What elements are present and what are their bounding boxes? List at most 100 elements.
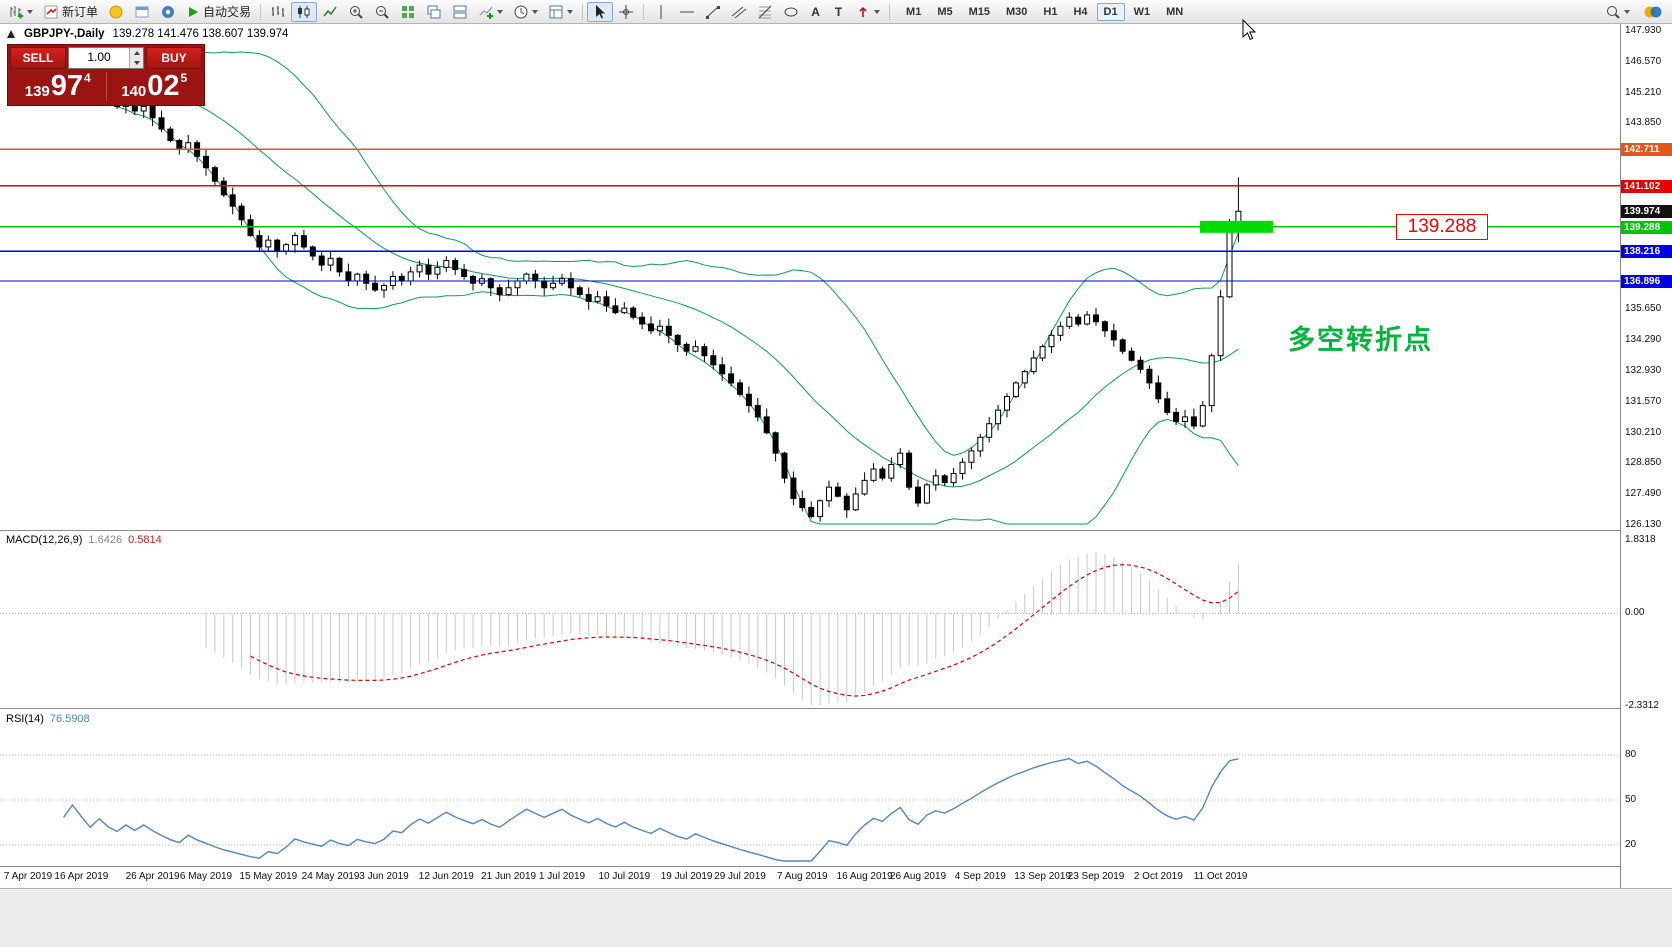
cursor-tool-button[interactable]: [587, 1, 614, 22]
line-chart-button[interactable]: [317, 2, 343, 22]
periods-button[interactable]: [508, 2, 543, 22]
chevron-down-icon: [874, 9, 881, 14]
chart-ohlc-label: 139.278 141.476 138.607 139.974: [112, 28, 289, 40]
profile-button[interactable]: [129, 2, 155, 22]
trendline-tool-button[interactable]: [700, 2, 726, 22]
timeframe-h4-button[interactable]: H4: [1073, 5, 1088, 18]
search-icon: [1607, 5, 1620, 19]
new-order-button[interactable]: 新订单: [38, 2, 103, 22]
price-axis-tick: -2.3312: [1625, 700, 1659, 711]
panel-separator[interactable]: [0, 530, 1672, 531]
timeframe-toolbar: M1 M5 M15 M30 H1 H4 D1 W1 MN: [898, 2, 1191, 21]
search-button[interactable]: [1600, 2, 1635, 22]
templates-button[interactable]: [543, 2, 578, 22]
window-footer: [0, 888, 1672, 947]
metaquotes-logo-icon: [1644, 6, 1662, 17]
bar-chart-button[interactable]: [265, 2, 291, 22]
market-icon: [109, 5, 123, 18]
chart-symbol-label: GBPJPY-,Daily: [24, 28, 105, 40]
date-axis-tick: 26 Apr 2019: [125, 871, 180, 882]
fibonacci-tool-button[interactable]: [752, 2, 778, 22]
price-axis-tick: 132.930: [1625, 364, 1662, 376]
macd-panel[interactable]: [0, 531, 1620, 708]
market-button[interactable]: [103, 2, 129, 22]
arrows-tool-button[interactable]: [850, 2, 885, 22]
tile-windows-icon: [402, 5, 415, 18]
price-divider: [105, 72, 107, 101]
buy-button[interactable]: BUY: [146, 47, 202, 69]
price-axis-tick: 126.130: [1625, 519, 1662, 530]
volume-value[interactable]: 1.00: [87, 50, 111, 64]
horizontal-line-tool-button[interactable]: [674, 2, 700, 22]
new-order-label: 新订单: [62, 5, 99, 19]
date-axis-tick: 24 May 2019: [301, 871, 360, 882]
zoom-in-button[interactable]: [343, 2, 369, 22]
price-level-tag[interactable]: 141.102: [1621, 179, 1672, 193]
timeframe-mn-button[interactable]: MN: [1166, 5, 1184, 18]
mouse-cursor: [1242, 18, 1257, 41]
highlight-rectangle[interactable]: [1200, 220, 1273, 233]
label-tool-button[interactable]: T: [827, 2, 850, 22]
time-axis[interactable]: 7 Apr 2019 16 Apr 2019 26 Apr 2019 6 May 20…: [0, 867, 1620, 888]
price-axis-tick: 1.8318: [1625, 534, 1656, 545]
volume-up-button[interactable]: [130, 48, 143, 58]
indicators-button[interactable]: [473, 2, 508, 22]
horizontal-level-lines[interactable]: [0, 148, 1620, 282]
tile-windows-button[interactable]: [395, 2, 421, 22]
ellipse-icon: [784, 7, 798, 16]
text-tool-button[interactable]: A: [804, 2, 827, 22]
timeframe-m1-button[interactable]: M1: [906, 5, 922, 18]
vertical-line-tool-button[interactable]: [648, 2, 674, 22]
price-axis-tick: 128.850: [1625, 457, 1662, 469]
price-level-note[interactable]: 139.288: [1396, 214, 1488, 240]
cascade-windows-button[interactable]: [421, 2, 447, 22]
panel-separator: [0, 866, 1672, 867]
sell-price-pips: 97: [50, 70, 84, 102]
timeframe-d1-button[interactable]: D1: [1096, 2, 1125, 21]
arrange-windows-button[interactable]: [447, 2, 473, 22]
toolbar-separator: [643, 3, 645, 20]
timeframe-m30-button[interactable]: M30: [1006, 5, 1028, 18]
channel-tool-button[interactable]: [726, 2, 752, 22]
autotrading-button[interactable]: 自动交易: [181, 2, 256, 22]
price-level-tag[interactable]: 138.216: [1621, 245, 1672, 259]
new-chart-button[interactable]: [3, 2, 38, 22]
panel-separator[interactable]: [0, 708, 1672, 709]
candlestick-icon: [298, 5, 310, 18]
price-axis[interactable]: 147.930146.570145.210143.850142.490135.6…: [1620, 24, 1672, 888]
timeframe-m15-button[interactable]: M15: [968, 5, 990, 18]
rsi-panel[interactable]: [0, 709, 1620, 865]
zoom-out-button[interactable]: [369, 2, 395, 22]
timeframe-w1-button[interactable]: W1: [1133, 5, 1151, 18]
macd-main-value: 1.6426: [88, 534, 123, 546]
shapes-tool-button[interactable]: [778, 2, 804, 22]
price-level-tag[interactable]: 139.288: [1621, 220, 1672, 234]
community-button[interactable]: [155, 2, 181, 22]
volume-down-button[interactable]: [130, 58, 143, 68]
timeframe-m5-button[interactable]: M5: [937, 5, 953, 18]
price-axis-tick: 146.570: [1625, 55, 1662, 67]
price-level-tag[interactable]: 142.711: [1621, 143, 1672, 157]
date-axis-tick: 7 Aug 2019: [776, 871, 828, 882]
indicators-icon: [479, 6, 494, 19]
template-icon: [549, 5, 563, 18]
price-level-tag[interactable]: 136.896: [1621, 275, 1672, 289]
new-chart-icon: [10, 5, 23, 18]
volume-spin-buttons[interactable]: [129, 48, 143, 68]
date-axis-tick: 7 Apr 2019: [3, 871, 53, 882]
sell-button[interactable]: SELL: [10, 47, 66, 69]
candlestick-chart-button[interactable]: [291, 1, 318, 22]
chart-annotation-text[interactable]: 多空转折点: [1288, 325, 1433, 355]
cascade-windows-icon: [427, 5, 441, 18]
crosshair-tool-button[interactable]: [613, 2, 639, 22]
toolbar-separator: [260, 3, 262, 20]
price-level-tag[interactable]: 139.974: [1621, 205, 1672, 219]
horizontal-line-icon: [680, 11, 695, 12]
cursor-icon: [596, 4, 606, 18]
volume-stepper[interactable]: 1.00: [68, 47, 144, 69]
date-axis-tick: 3 Jun 2019: [359, 871, 409, 882]
buy-price: 140 02 5: [107, 70, 203, 103]
timeframe-h1-button[interactable]: H1: [1043, 5, 1058, 18]
zoom-out-icon: [376, 5, 389, 19]
candlestick-chart[interactable]: [0, 24, 1620, 530]
